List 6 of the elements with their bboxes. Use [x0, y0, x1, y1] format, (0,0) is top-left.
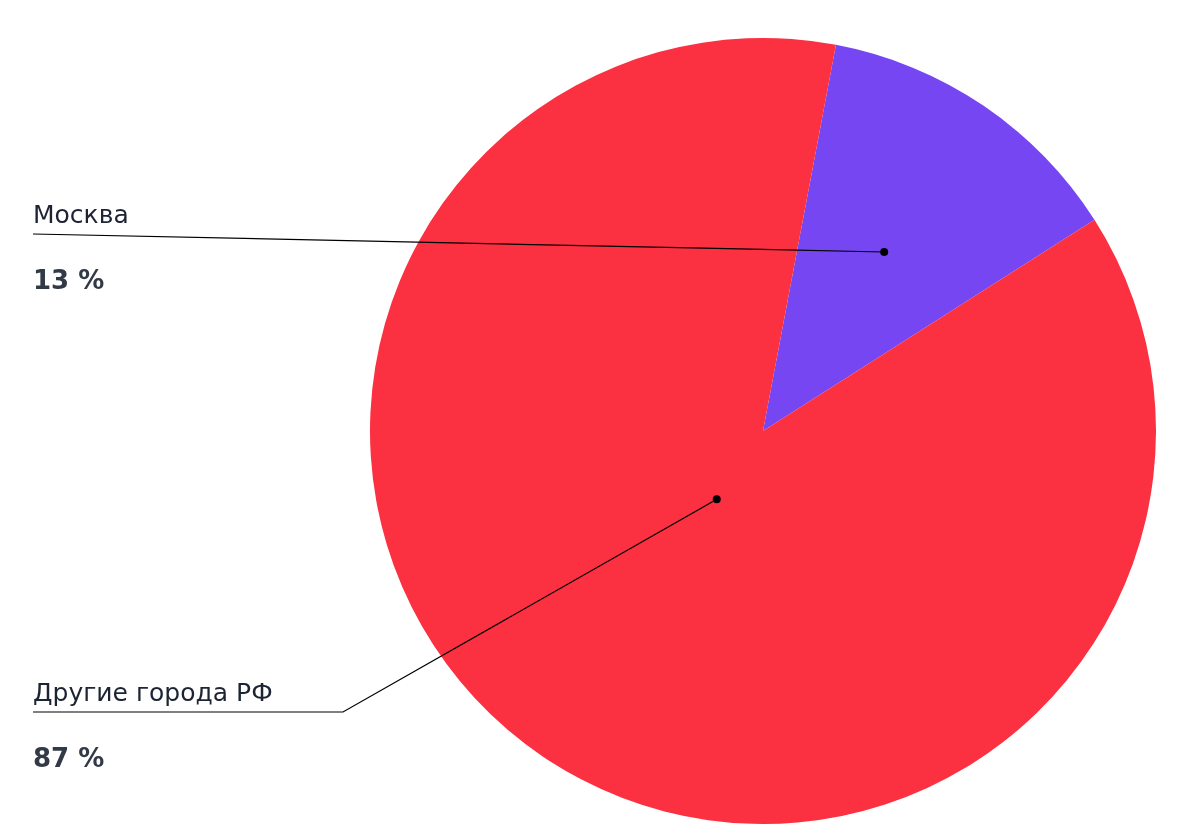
data-label: 87 %: [33, 743, 105, 773]
data-label: 13 %: [33, 265, 105, 295]
slice-label: Москва: [33, 200, 129, 229]
pie-slice: [370, 38, 1156, 824]
pie-slice: [763, 44, 1095, 431]
slice-label: Другие города РФ: [33, 678, 273, 707]
